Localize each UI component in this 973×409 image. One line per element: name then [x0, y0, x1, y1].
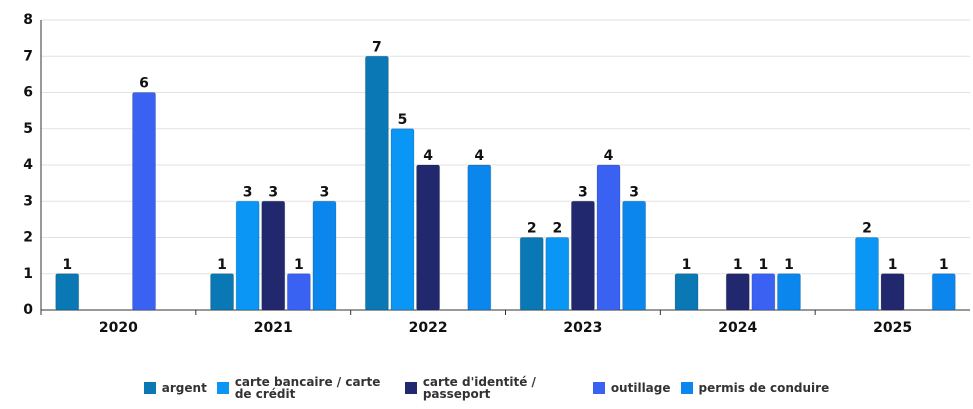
x-tick-label: 2020 — [99, 320, 138, 336]
bar — [880, 273, 905, 311]
legend-item: carte bancaire / carte de crédit — [216, 375, 395, 401]
data-label: 7 — [372, 39, 382, 55]
legend-label: permis de conduire — [698, 381, 830, 395]
bar — [261, 200, 286, 311]
bar — [55, 273, 80, 311]
legend-item: argent — [143, 381, 207, 395]
y-tick-label: 5 — [23, 121, 33, 137]
bar — [854, 237, 879, 311]
data-label: 3 — [243, 184, 253, 200]
bar — [596, 164, 621, 311]
legend-label: outillage — [610, 381, 671, 395]
bar — [312, 200, 337, 311]
y-tick-label: 2 — [23, 230, 33, 246]
legend-label: carte bancaire / carte de crédit — [234, 375, 381, 401]
bar — [622, 200, 647, 311]
bar — [416, 164, 441, 311]
data-label: 4 — [604, 148, 614, 164]
bar — [751, 273, 776, 311]
data-label: 1 — [294, 257, 304, 273]
y-tick-label: 3 — [23, 193, 33, 209]
data-label: 3 — [629, 184, 639, 200]
data-label: 1 — [217, 257, 227, 273]
data-label: 1 — [62, 257, 72, 273]
x-tick-label: 2023 — [563, 320, 602, 336]
data-label: 1 — [888, 257, 898, 273]
x-tick-label: 2025 — [873, 320, 912, 336]
bar — [776, 273, 801, 311]
bar — [235, 200, 260, 311]
bar — [467, 164, 492, 311]
bar — [519, 237, 544, 311]
y-tick-label: 1 — [23, 266, 33, 282]
data-label: 2 — [552, 221, 562, 237]
bar — [210, 273, 235, 311]
legend-item: permis de conduire — [680, 381, 830, 395]
legend-swatch — [592, 382, 605, 394]
data-label: 3 — [320, 184, 330, 200]
data-label: 1 — [733, 257, 743, 273]
legend-item: carte d'identité / passeport — [404, 375, 583, 401]
legend-swatch — [404, 382, 417, 394]
bar — [725, 273, 750, 311]
legend-label: carte d'identité / passeport — [422, 375, 536, 401]
bar — [390, 128, 415, 311]
data-label: 1 — [758, 257, 768, 273]
legend-swatch — [143, 382, 156, 394]
y-tick-label: 0 — [23, 302, 33, 318]
y-tick-label: 7 — [23, 48, 33, 64]
x-tick-label: 2024 — [718, 320, 757, 336]
y-tick-label: 8 — [23, 12, 33, 28]
data-label: 1 — [939, 257, 949, 273]
bar — [132, 92, 157, 311]
data-label: 4 — [423, 148, 433, 164]
bar — [674, 273, 699, 311]
bar — [286, 273, 311, 311]
data-label: 1 — [784, 257, 794, 273]
data-label: 5 — [398, 112, 408, 128]
data-label: 6 — [139, 76, 149, 92]
data-label: 4 — [474, 148, 484, 164]
data-label: 2 — [862, 221, 872, 237]
x-tick-label: 2021 — [254, 320, 293, 336]
legend: argent carte bancaire / carte de crédit ca… — [0, 376, 973, 400]
data-label: 3 — [268, 184, 278, 200]
legend-item: outillage — [592, 381, 671, 395]
data-label: 3 — [578, 184, 588, 200]
bar — [545, 237, 570, 311]
y-tick-label: 4 — [23, 157, 33, 173]
bar — [931, 273, 956, 311]
legend-swatch — [216, 382, 229, 394]
data-label: 1 — [682, 257, 692, 273]
bar — [364, 55, 389, 311]
bar — [570, 200, 595, 311]
data-label: 2 — [527, 221, 537, 237]
x-tick-label: 2022 — [409, 320, 448, 336]
legend-swatch — [680, 382, 693, 394]
y-tick-label: 6 — [23, 85, 33, 101]
legend-label: argent — [161, 381, 207, 395]
